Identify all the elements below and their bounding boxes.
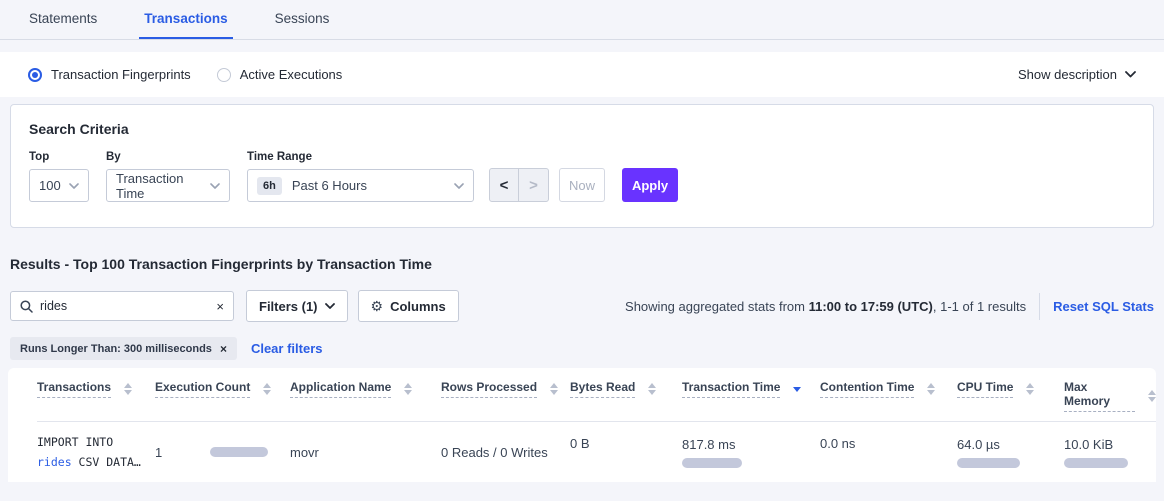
chevron-down-icon <box>324 303 335 309</box>
radio-label: Transaction Fingerprints <box>51 67 191 82</box>
sort-icon[interactable] <box>1026 383 1035 395</box>
previous-time-range-button[interactable]: < <box>490 169 519 201</box>
execution-count-cell: 1 <box>155 445 290 460</box>
by-label: By <box>106 151 121 163</box>
column-header-cpu-time[interactable]: CPU Time <box>957 380 1064 398</box>
transaction-fingerprint-link[interactable]: IMPORT INTO rides CSV DATA… <box>37 435 141 469</box>
sort-icon[interactable] <box>1148 390 1156 402</box>
columns-button-label: Columns <box>390 298 446 314</box>
search-match-highlight: rides <box>37 455 72 469</box>
column-header-max-memory[interactable]: Max Memory <box>1064 380 1156 412</box>
contention-time-cell: 0.0 ns <box>820 436 856 451</box>
search-criteria-title: Search Criteria <box>29 121 129 137</box>
reset-sql-stats-link[interactable]: Reset SQL Stats <box>1053 298 1154 314</box>
clear-filters-link[interactable]: Clear filters <box>250 341 323 356</box>
rows-processed-cell: 0 Reads / 0 Writes <box>441 444 548 460</box>
clear-search-icon[interactable]: × <box>216 298 224 314</box>
sort-icon[interactable] <box>648 383 657 395</box>
table-header-row: Transactions Execution Count Application… <box>8 380 1156 421</box>
now-button[interactable]: Now <box>559 168 605 202</box>
column-header-contention-time[interactable]: Contention Time <box>820 380 957 398</box>
top-select-value: 100 <box>39 178 61 193</box>
time-range-label: Time Range <box>247 151 312 163</box>
remove-filter-icon[interactable]: × <box>219 341 227 356</box>
transaction-time-bar <box>682 457 742 468</box>
show-description-label: Show description <box>1018 67 1117 82</box>
time-range-pager: < > <box>489 168 549 202</box>
top-label: Top <box>29 151 50 163</box>
chevron-down-icon <box>210 182 220 189</box>
cpu-time-bar <box>957 457 1020 468</box>
filter-chip-runs-longer-than: Runs Longer Than: 300 milliseconds × <box>10 337 237 360</box>
application-name-cell: movr <box>290 444 319 460</box>
by-select[interactable]: Transaction Time <box>106 169 230 202</box>
divider <box>1039 292 1041 320</box>
column-header-rows-processed[interactable]: Rows Processed <box>441 380 570 398</box>
active-filters-row: Runs Longer Than: 300 milliseconds × Cle… <box>10 337 1154 360</box>
max-memory-bar <box>1064 457 1128 468</box>
column-header-transactions[interactable]: Transactions <box>37 380 155 398</box>
search-input[interactable] <box>40 299 217 313</box>
next-time-range-button[interactable]: > <box>529 176 538 194</box>
columns-button[interactable]: ⚙ Columns <box>357 290 459 322</box>
bytes-read-cell: 0 B <box>570 436 590 451</box>
top-select[interactable]: 100 <box>29 169 89 202</box>
top-tab-bar: Statements Transactions Sessions <box>0 0 1164 40</box>
aggregated-stats-status: Showing aggregated stats from 11:00 to 1… <box>625 298 1027 314</box>
divider <box>37 421 1156 422</box>
chevron-down-icon <box>1125 71 1136 78</box>
time-range-select[interactable]: 6h Past 6 Hours <box>247 169 474 202</box>
tab-sessions[interactable]: Sessions <box>274 11 330 26</box>
view-toggle-row: Transaction Fingerprints Active Executio… <box>0 52 1164 97</box>
sort-icon[interactable] <box>263 383 272 395</box>
show-description-toggle[interactable]: Show description <box>1018 67 1136 82</box>
filters-button[interactable]: Filters (1) <box>246 290 348 322</box>
apply-button[interactable]: Apply <box>622 168 678 202</box>
by-select-value: Transaction Time <box>116 170 184 201</box>
radio-active-executions[interactable]: Active Executions <box>216 67 343 82</box>
radio-unselected-icon <box>216 67 231 82</box>
sort-icon[interactable] <box>404 383 413 395</box>
filters-button-label: Filters (1) <box>259 298 318 314</box>
column-header-application-name[interactable]: Application Name <box>290 380 441 398</box>
results-heading: Results - Top 100 Transaction Fingerprin… <box>10 256 432 272</box>
chevron-down-icon <box>454 182 464 189</box>
results-search-box[interactable]: × <box>10 291 234 321</box>
tab-statements[interactable]: Statements <box>29 11 98 26</box>
column-header-transaction-time[interactable]: Transaction Time <box>682 380 820 398</box>
sort-icon-active-desc[interactable] <box>793 386 802 392</box>
sort-icon[interactable] <box>927 383 936 395</box>
transaction-time-cell: 817.8 ms <box>682 437 820 468</box>
chevron-down-icon <box>69 182 79 189</box>
max-memory-cell: 10.0 KiB <box>1064 437 1156 468</box>
time-range-value: Past 6 Hours <box>291 178 367 193</box>
table-row: IMPORT INTO rides CSV DATA… 1 movr 0 Rea… <box>8 422 1156 482</box>
search-icon <box>20 299 33 313</box>
sort-icon[interactable] <box>124 383 133 395</box>
column-header-execution-count[interactable]: Execution Count <box>155 380 290 398</box>
filter-chip-label: Runs Longer Than: 300 milliseconds <box>20 342 212 355</box>
radio-selected-icon <box>28 67 42 82</box>
results-table: Transactions Execution Count Application… <box>8 368 1156 482</box>
search-criteria-panel: Search Criteria Top 100 By Transaction T… <box>10 104 1154 228</box>
cpu-time-cell: 64.0 µs <box>957 437 1064 468</box>
radio-transaction-fingerprints[interactable]: Transaction Fingerprints <box>28 67 191 82</box>
time-range-badge: 6h <box>257 176 282 195</box>
results-controls-row: × Filters (1) ⚙ Columns Showing aggregat… <box>10 290 1154 322</box>
column-header-bytes-read[interactable]: Bytes Read <box>570 380 682 398</box>
tab-transactions[interactable]: Transactions <box>139 0 233 39</box>
radio-label: Active Executions <box>239 67 343 82</box>
gear-icon: ⚙ <box>370 297 384 314</box>
sort-icon[interactable] <box>550 383 559 395</box>
execution-count-bar <box>210 447 268 457</box>
